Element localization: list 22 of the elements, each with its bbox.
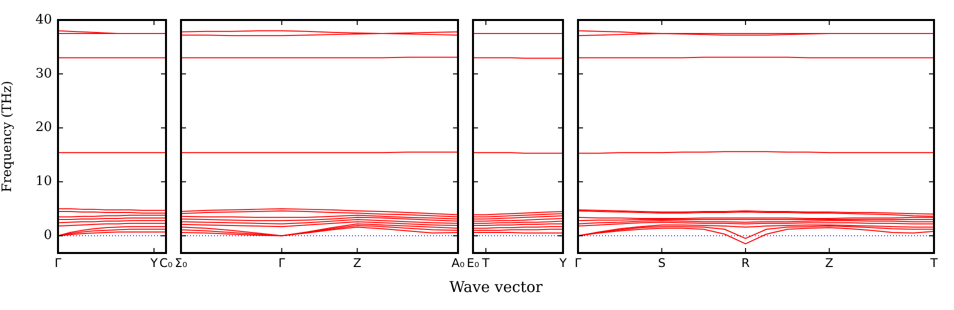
y-tick-label: 20: [35, 120, 52, 136]
x-tick-label: Z: [825, 256, 834, 270]
x-tick-label: R: [741, 256, 750, 270]
x-axis-title: Wave vector: [449, 278, 543, 296]
x-tick-label: A₀: [451, 256, 465, 270]
x-tick-label: Z: [353, 256, 362, 270]
y-tick-label: 0: [44, 228, 52, 244]
x-tick-label: Γ: [54, 256, 62, 270]
x-tick-label: Y: [558, 256, 568, 270]
x-tick-label: Y: [149, 256, 158, 270]
x-tick-label: E₀: [466, 256, 480, 270]
x-tick-label: Γ: [574, 256, 582, 270]
x-tick-label: T: [481, 256, 490, 270]
x-tick-label: Γ: [278, 256, 286, 270]
y-axis-title: Frequency (THz): [0, 80, 16, 192]
y-tick-label: 10: [35, 174, 52, 190]
y-tick-label: 30: [35, 66, 52, 82]
x-tick-label: S: [658, 256, 666, 270]
x-tick-label: T: [929, 256, 938, 270]
y-tick-label: 40: [35, 12, 52, 28]
x-tick-label: C₀: [159, 256, 173, 270]
x-tick-label: Σ₀: [174, 256, 188, 270]
